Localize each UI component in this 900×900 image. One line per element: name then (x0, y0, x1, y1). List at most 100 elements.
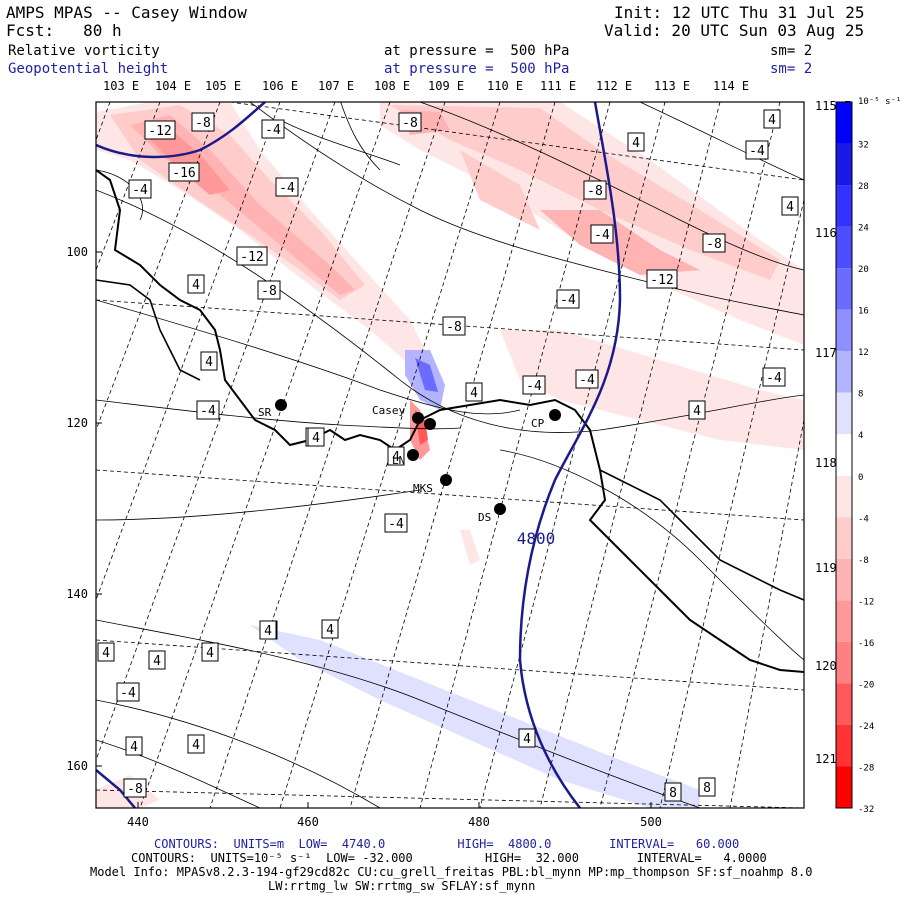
vorticity-contour-label: 4 (187, 734, 205, 754)
svg-text:4: 4 (205, 355, 213, 370)
vorticity-contour-info: CONTOURS: UNITS=10⁻⁵ s⁻¹ LOW= -32.000 HI… (131, 851, 767, 865)
top-lon-label: 105 E (205, 79, 241, 93)
svg-text:4: 4 (523, 732, 531, 747)
colorbar-swatch (836, 558, 852, 601)
colorbar-label: 28 (858, 182, 869, 192)
colorbar-swatch (836, 226, 852, 269)
station-marker (424, 418, 436, 430)
x-tick-label: 500 (640, 815, 662, 829)
svg-text:4: 4 (470, 386, 478, 401)
colorbar-label: 4 (858, 431, 863, 441)
svg-text:4: 4 (326, 623, 334, 638)
colorbar-swatch (836, 392, 852, 435)
station-ln: LN (392, 449, 419, 467)
top-longitude-labels: 103 E 104 E 105 E 106 E 107 E 108 E 109 E 110 E… (103, 79, 749, 93)
svg-text:-4: -4 (526, 379, 542, 394)
vorticity-contour-label: -8 (702, 233, 726, 253)
vorticity-contour-label: 4 (200, 351, 218, 371)
vorticity-contour-label: 8 (664, 782, 682, 802)
vorticity-contour-label: -4 (522, 375, 546, 395)
vorticity-contour-label: 4 (518, 728, 536, 748)
svg-text:-8: -8 (706, 237, 722, 252)
vorticity-contour-label: 4 (627, 132, 645, 152)
colorbar-label: 16 (858, 307, 869, 317)
svg-text:-12: -12 (650, 273, 673, 288)
svg-text:-4: -4 (579, 373, 595, 388)
colorbar: 32 28 24 20 16 12 8 4 0 -4 -8 -12 -16 -20 -24 -28 -32 (835, 101, 874, 815)
colorbar-swatch (836, 724, 852, 767)
station-label: MKS (413, 482, 433, 495)
vorticity-contour-label: -4 (128, 179, 152, 199)
vorticity-contour-label: 4 (148, 650, 166, 670)
map-title: AMPS MPAS -- Casey Window (6, 3, 247, 22)
svg-text:4: 4 (786, 200, 794, 215)
svg-text:4: 4 (192, 278, 200, 293)
svg-text:-8: -8 (261, 284, 277, 299)
station-cp: CP (531, 409, 561, 430)
colorbar-swatch (836, 600, 852, 642)
station-ds: DS (478, 503, 506, 524)
colorbar-label: -24 (858, 722, 874, 732)
top-lon-label: 110 E (487, 79, 523, 93)
svg-text:-4: -4 (560, 293, 576, 308)
colorbar-label: 12 (858, 348, 869, 358)
coastline (96, 169, 804, 673)
y-tick-label: 140 (66, 587, 88, 601)
vorticity-contour-label: 4 (321, 619, 339, 639)
svg-text:-8: -8 (446, 320, 462, 335)
vorticity-contour-label: -4 (590, 224, 614, 244)
colorbar-label: -8 (858, 556, 869, 566)
vorticity-contour-label: -8 (398, 112, 422, 132)
vorticity-contour-label: 4 (187, 274, 205, 294)
vorticity-contour-label: -12 (646, 269, 678, 289)
svg-text:4: 4 (192, 738, 200, 753)
stations-layer: Casey SR CP DS MKS LN (258, 399, 561, 524)
top-lon-label: 112 E (596, 79, 632, 93)
vorticity-contour-label: 4 (97, 642, 115, 662)
svg-text:-8: -8 (402, 116, 418, 131)
station-mks: MKS (413, 474, 452, 495)
height-contour-4800 (518, 102, 622, 808)
svg-text:-4: -4 (388, 517, 404, 532)
y-tick-label: 120 (66, 416, 88, 430)
top-lon-label: 106 E (262, 79, 298, 93)
station-marker (494, 503, 506, 515)
top-lon-label: 109 E (428, 79, 464, 93)
valid-time: Valid: 20 UTC Sun 03 Aug 25 (604, 21, 865, 40)
vorticity-contour-label: -8 (257, 280, 281, 300)
svg-text:-12: -12 (240, 250, 263, 265)
colorbar-swatch (836, 766, 852, 808)
colorbar-swatch (836, 517, 852, 559)
vorticity-contour-label: 4 (781, 196, 799, 216)
top-lon-label: 107 E (318, 79, 354, 93)
vorticity-contour-label: 8 (698, 777, 716, 797)
positive-vorticity-fill (250, 350, 700, 808)
y-tick-label: 100 (66, 245, 88, 259)
field2-level: at pressure = 500 hPa (384, 61, 570, 77)
colorbar-label: -4 (858, 514, 869, 524)
vorticity-contour-label: -4 (575, 369, 599, 389)
axis-ticks: 440 460 480 500 100 120 140 160 (66, 245, 662, 829)
station-marker (412, 412, 424, 424)
svg-text:-4: -4 (132, 183, 148, 198)
vorticity-contour-label: -4 (116, 682, 140, 702)
vorticity-contours (96, 102, 804, 808)
colorbar-swatch (836, 641, 852, 684)
station-label: CP (531, 417, 545, 430)
vorticity-contour-label: 4 (387, 446, 405, 466)
station-marker (440, 474, 452, 486)
svg-text:8: 8 (669, 786, 677, 801)
svg-text:-4: -4 (279, 181, 295, 196)
svg-text:-4: -4 (200, 404, 216, 419)
field1-name: Relative vorticity (8, 43, 160, 59)
colorbar-swatch (836, 309, 852, 352)
vorticity-contour-label: -12 (144, 120, 176, 140)
colorbar-unit-label: 10⁻⁵ s⁻¹ (858, 97, 900, 107)
lat-lon-grid (96, 102, 804, 808)
top-lon-label: 108 E (374, 79, 410, 93)
vorticity-contour-label: 4 (465, 382, 483, 402)
vorticity-contour-label: -4 (196, 400, 220, 420)
y-tick-label: 160 (66, 759, 88, 773)
colorbar-swatch (836, 268, 852, 310)
